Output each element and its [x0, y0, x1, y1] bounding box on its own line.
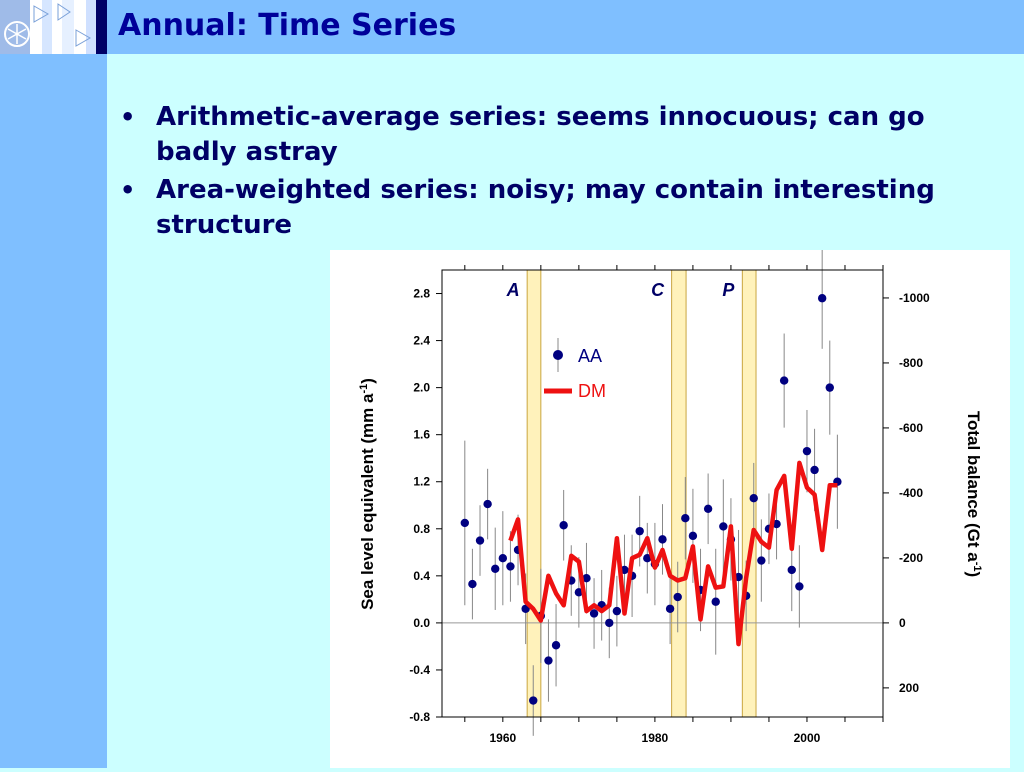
aa-point: [802, 446, 812, 456]
aa-point: [529, 696, 538, 705]
aa-point: [460, 518, 470, 528]
aa-point: [749, 494, 758, 503]
aa-point: [787, 565, 796, 575]
time-series-chart: 1960 1980 20002.82.42.01.61.20.80.40.0-0.4…: [358, 247, 983, 745]
dm-line: [508, 460, 838, 647]
aa-point: [658, 535, 667, 544]
aa-point: [475, 536, 485, 545]
event-label: P: [722, 280, 735, 300]
bullet-text: Arithmetic-average series: seems innocuo…: [156, 102, 925, 167]
aa-point: [612, 606, 622, 616]
aa-point: [643, 553, 652, 563]
aa-point: [711, 597, 720, 606]
aa-point: [703, 504, 713, 513]
x-tick-label: 2000: [794, 731, 821, 745]
y-tick-label: 0.8: [413, 522, 430, 536]
aa-point: [757, 556, 766, 565]
aa-point: [551, 641, 561, 650]
aa-point: [544, 656, 553, 665]
aa-point: [825, 383, 834, 392]
y2-tick-label: -600: [899, 421, 923, 435]
aa-point: [665, 604, 675, 613]
y2-tick-label: 200: [899, 681, 919, 695]
y2-tick-label: -200: [899, 551, 923, 565]
x-tick-label: 1980: [642, 731, 669, 745]
y2-tick-label: -400: [899, 486, 923, 500]
aa-point: [810, 465, 819, 475]
x-tick-label: 1960: [489, 731, 516, 745]
event-label: A: [506, 280, 520, 300]
y-axis-label: Sea level equivalent (mm a-1): [358, 378, 377, 610]
title-bar: [0, 0, 1024, 54]
aa-point: [635, 526, 644, 536]
aa-point: [491, 564, 500, 573]
legend-dm-label: DM: [578, 381, 606, 401]
plot-frame: [441, 269, 884, 718]
aa-point: [574, 588, 584, 597]
chart-panel: 1960 1980 2000 2.8 2.4 2.0 1.6 1.2 0.8 0.4 0.0 -0.4…: [330, 247, 1010, 768]
bullet-dot: •: [120, 176, 136, 204]
event-band: [526, 269, 542, 718]
legend-aa-marker: [553, 350, 563, 360]
event-label: C: [651, 280, 665, 300]
bullet-item: • Area-weighted series: noisy; may contai…: [118, 173, 1013, 243]
y-tick-label: -0.4: [409, 663, 430, 677]
y-tick-label: 1.6: [413, 428, 430, 442]
y-tick-label: 2.4: [413, 334, 430, 348]
aa-point: [779, 376, 789, 385]
aa-point: [559, 521, 568, 530]
legend-aa-label: AA: [578, 346, 602, 366]
y-tick-label: 1.2: [413, 475, 430, 489]
event-band: [671, 269, 687, 718]
aa-point: [468, 579, 477, 589]
left-sidebar-band: [0, 0, 107, 768]
y2-axis-label: Total balance (Gt a-1): [964, 411, 983, 577]
aa-point: [688, 531, 698, 541]
aa-point: [582, 573, 591, 583]
bullet-item: • Arithmetic-average series: seems innocu…: [118, 100, 1013, 170]
y2-tick-label: 0: [899, 616, 906, 630]
aa-point: [719, 522, 728, 531]
slide-title: Annual: Time Series: [118, 8, 457, 43]
aa-point: [605, 618, 614, 628]
y2-tick-label: -1000: [899, 291, 930, 305]
aa-point: [483, 499, 492, 509]
aa-point: [589, 609, 599, 618]
aa-point: [506, 562, 515, 571]
aa-point: [681, 514, 690, 523]
y-tick-label: -0.8: [409, 710, 430, 724]
y-tick-label: 2.8: [413, 287, 430, 301]
y2-tick-label: -800: [899, 356, 923, 370]
y-tick-label: 0.4: [413, 569, 430, 583]
aa-point: [673, 592, 682, 602]
bullet-text: Area-weighted series: noisy; may contain…: [156, 175, 935, 240]
aa-point: [817, 294, 827, 303]
bullet-list: • Arithmetic-average series: seems innocu…: [118, 100, 1013, 246]
snowflake-icon: [0, 0, 107, 54]
bullet-dot: •: [120, 103, 136, 131]
y-tick-label: 0.0: [413, 616, 430, 630]
aa-point: [498, 553, 508, 563]
y-tick-label: 2.0: [413, 381, 430, 395]
aa-point: [795, 582, 804, 591]
